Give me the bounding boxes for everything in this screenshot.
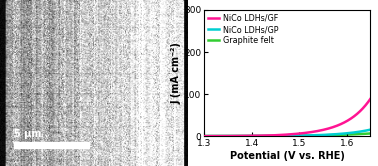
NiCo LDHs/GP <box>212 135 217 137</box>
NiCo LDHs/GF <box>212 135 217 137</box>
Graphite felt <box>303 135 307 137</box>
NiCo LDHs/GF <box>303 132 307 134</box>
Text: 5 μm: 5 μm <box>14 129 42 139</box>
Line: Graphite felt: Graphite felt <box>204 133 370 136</box>
Legend: NiCo LDHs/GF, NiCo LDHs/GP, Graphite felt: NiCo LDHs/GF, NiCo LDHs/GP, Graphite fel… <box>208 13 279 46</box>
NiCo LDHs/GP <box>368 129 373 131</box>
NiCo LDHs/GF <box>345 120 350 122</box>
Graphite felt <box>368 132 373 134</box>
Graphite felt <box>308 135 312 137</box>
NiCo LDHs/GP <box>202 135 206 137</box>
NiCo LDHs/GP <box>308 134 312 136</box>
Graphite felt <box>345 134 350 136</box>
NiCo LDHs/GF <box>308 131 312 133</box>
NiCo LDHs/GF <box>368 98 373 100</box>
Graphite felt <box>212 135 217 137</box>
Line: NiCo LDHs/GP: NiCo LDHs/GP <box>204 130 370 136</box>
NiCo LDHs/GP <box>303 134 307 136</box>
NiCo LDHs/GP <box>328 134 333 136</box>
Graphite felt <box>299 135 303 137</box>
Bar <box>14 142 89 148</box>
Graphite felt <box>202 135 206 137</box>
NiCo LDHs/GP <box>345 132 350 134</box>
Line: NiCo LDHs/GF: NiCo LDHs/GF <box>204 99 370 136</box>
X-axis label: Potential (V vs. RHE): Potential (V vs. RHE) <box>230 151 345 161</box>
Y-axis label: J (mA cm⁻²): J (mA cm⁻²) <box>171 42 181 104</box>
NiCo LDHs/GF <box>328 127 333 129</box>
NiCo LDHs/GF <box>299 132 303 134</box>
Graphite felt <box>328 134 333 136</box>
NiCo LDHs/GP <box>299 135 303 137</box>
NiCo LDHs/GF <box>202 135 206 137</box>
